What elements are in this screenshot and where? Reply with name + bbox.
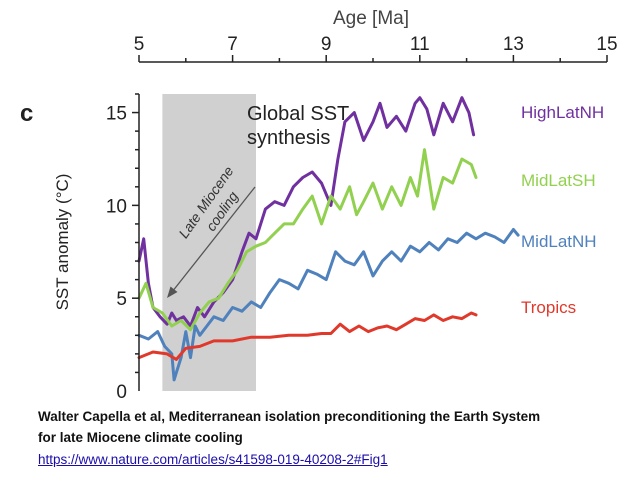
chart-title-line-1: Global SST bbox=[247, 103, 349, 125]
cooling-arrow-head bbox=[167, 286, 178, 298]
series-line-midlatnh bbox=[137, 228, 520, 382]
series-line-midlatsh bbox=[137, 148, 478, 332]
y-tick-label: 0 bbox=[116, 382, 127, 403]
panel-letter: c bbox=[20, 100, 34, 127]
x-tick-label: 5 bbox=[134, 34, 145, 55]
caption-line-2: for late Miocene climate cooling bbox=[38, 430, 243, 445]
x-tick-label: 11 bbox=[410, 34, 430, 55]
y-tick-label: 5 bbox=[116, 289, 127, 310]
series-label-midlatnh: MidLatNH bbox=[521, 232, 597, 251]
series-label-midlatsh: MidLatSH bbox=[521, 171, 596, 190]
series-line-highlatnh bbox=[137, 96, 476, 328]
y-tick-label: 15 bbox=[106, 104, 127, 125]
x-tick-label: 15 bbox=[596, 34, 617, 55]
caption-line-1: Walter Capella et al, Mediterranean isol… bbox=[38, 409, 541, 424]
cooling-arrow bbox=[171, 186, 256, 293]
y-axis-label: SST anomaly (°C) bbox=[53, 174, 72, 311]
chart-title-line-2: synthesis bbox=[247, 127, 330, 149]
series-label-highlatnh: HighLatNH bbox=[521, 103, 604, 122]
series-line-tropics bbox=[137, 311, 478, 361]
x-axis-label: Age [Ma] bbox=[333, 8, 409, 29]
sst-chart: 5 7 9 11 13 15 0 5 10 15 Age [Ma] SST anomaly (°C) G… bbox=[53, 8, 618, 403]
y-tick-label: 10 bbox=[106, 196, 127, 217]
x-tick-label: 9 bbox=[321, 34, 332, 55]
cooling-shaded-region bbox=[162, 94, 256, 391]
series-label-tropics: Tropics bbox=[521, 298, 576, 317]
x-tick-label: 13 bbox=[503, 34, 524, 55]
x-tick-label: 7 bbox=[227, 34, 238, 55]
source-link[interactable]: https://www.nature.com/articles/s41598-0… bbox=[38, 452, 388, 467]
